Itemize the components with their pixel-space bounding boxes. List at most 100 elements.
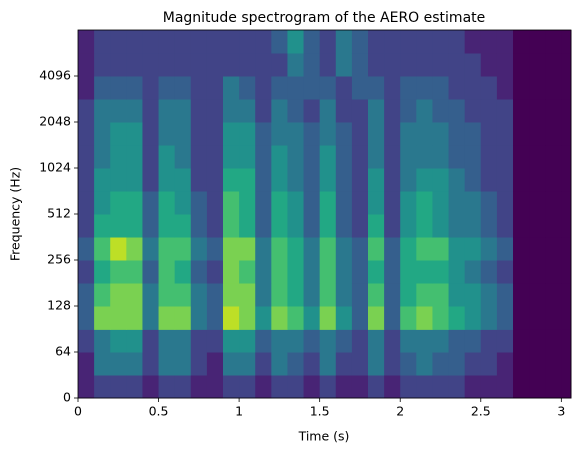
- spectrogram-cell: [432, 306, 450, 330]
- spectrogram-cell: [142, 352, 160, 376]
- spectrogram-cell: [368, 99, 385, 123]
- spectrogram-cell: [545, 52, 562, 77]
- spectrogram-cell: [513, 191, 530, 215]
- spectrogram-cell: [223, 283, 240, 307]
- spectrogram-cell: [271, 375, 288, 399]
- spectrogram-cell: [158, 168, 176, 192]
- spectrogram-cell: [480, 237, 498, 261]
- spectrogram-cell: [513, 168, 530, 192]
- spectrogram-cell: [271, 237, 288, 261]
- spectrogram-cell: [126, 145, 143, 169]
- spectrogram-cell: [400, 260, 417, 284]
- spectrogram-cell: [206, 214, 224, 238]
- spectrogram-cell: [190, 214, 208, 238]
- spectrogram-cell: [319, 76, 337, 100]
- spectrogram-cell: [142, 99, 160, 123]
- spectrogram-cell: [287, 191, 305, 215]
- spectrogram-cell: [319, 375, 337, 399]
- spectrogram-cell: [561, 352, 572, 376]
- spectrogram-cell: [223, 52, 240, 77]
- spectrogram-cell: [448, 352, 466, 376]
- spectrogram-cell: [94, 352, 111, 376]
- y-tick-label: 64: [55, 344, 71, 359]
- x-tick-label: 2: [396, 404, 404, 419]
- spectrogram-cell: [448, 329, 466, 353]
- spectrogram-cell: [400, 214, 417, 238]
- spectrogram-cell: [271, 352, 288, 376]
- spectrogram-cell: [319, 191, 337, 215]
- spectrogram-cell: [529, 237, 546, 261]
- spectrogram-cell: [496, 30, 514, 54]
- spectrogram-cell: [351, 260, 369, 284]
- spectrogram-cell: [384, 283, 401, 307]
- spectrogram-cell: [287, 237, 305, 261]
- spectrogram-cell: [496, 76, 514, 100]
- spectrogram-cell: [190, 168, 208, 192]
- spectrogram-cell: [496, 99, 514, 123]
- spectrogram-cell: [142, 122, 160, 146]
- spectrogram-cell: [126, 52, 143, 77]
- spectrogram-cell: [384, 352, 401, 376]
- spectrogram-cell: [190, 260, 208, 284]
- spectrogram-cell: [335, 122, 353, 146]
- spectrogram-cell: [239, 329, 256, 353]
- spectrogram-cell: [303, 375, 321, 399]
- spectrogram-cell: [529, 329, 546, 353]
- spectrogram-cell: [335, 30, 353, 54]
- spectrogram-cell: [239, 237, 256, 261]
- spectrogram-cell: [561, 214, 572, 238]
- spectrogram-cell: [448, 168, 466, 192]
- spectrogram-cell: [384, 52, 401, 77]
- spectrogram-cell: [448, 283, 466, 307]
- spectrogram-cell: [464, 30, 482, 54]
- spectrogram-cell: [319, 145, 337, 169]
- spectrogram-cell: [335, 260, 353, 284]
- spectrogram-cell: [400, 145, 417, 169]
- spectrogram-cell: [319, 306, 337, 330]
- spectrogram-cell: [78, 260, 95, 284]
- spectrogram-cell: [480, 306, 498, 330]
- spectrogram-cell: [351, 99, 369, 123]
- spectrogram-cell: [496, 283, 514, 307]
- spectrogram-cell: [335, 99, 353, 123]
- spectrogram-cell: [94, 260, 111, 284]
- spectrogram-cell: [271, 191, 288, 215]
- spectrogram-cell: [223, 329, 240, 353]
- spectrogram-cell: [368, 283, 385, 307]
- spectrogram-cell: [287, 76, 305, 100]
- spectrogram-cell: [190, 306, 208, 330]
- spectrogram-cell: [432, 329, 450, 353]
- spectrogram-cell: [126, 375, 143, 399]
- spectrogram-cell: [271, 76, 288, 100]
- spectrogram-cell: [368, 145, 385, 169]
- spectrogram-cell: [158, 99, 176, 123]
- spectrogram-cell: [496, 375, 514, 399]
- spectrogram-cell: [464, 329, 482, 353]
- spectrogram-cell: [464, 76, 482, 100]
- spectrogram-cell: [384, 329, 401, 353]
- spectrogram-cell: [400, 30, 417, 54]
- spectrogram-cell: [545, 76, 562, 100]
- spectrogram-cell: [174, 260, 192, 284]
- spectrogram-cell: [432, 168, 450, 192]
- spectrogram-cell: [529, 168, 546, 192]
- spectrogram-cell: [351, 191, 369, 215]
- spectrogram-cell: [416, 329, 433, 353]
- spectrogram-cell: [190, 30, 208, 54]
- spectrogram-cell: [126, 283, 143, 307]
- spectrogram-cell: [368, 375, 385, 399]
- spectrogram-cell: [126, 168, 143, 192]
- spectrogram-cell: [496, 260, 514, 284]
- spectrogram-cell: [126, 260, 143, 284]
- spectrogram-cell: [271, 168, 288, 192]
- spectrogram-cell: [545, 145, 562, 169]
- spectrogram-cell: [110, 237, 127, 261]
- y-axis-label: Frequency (Hz): [8, 167, 23, 261]
- spectrogram-cell: [255, 122, 272, 146]
- x-tick-label: 2.5: [471, 404, 491, 419]
- spectrogram-cell: [303, 168, 321, 192]
- spectrogram-cell: [239, 352, 256, 376]
- spectrogram-cell: [78, 329, 95, 353]
- y-tick-label: 4096: [39, 68, 71, 83]
